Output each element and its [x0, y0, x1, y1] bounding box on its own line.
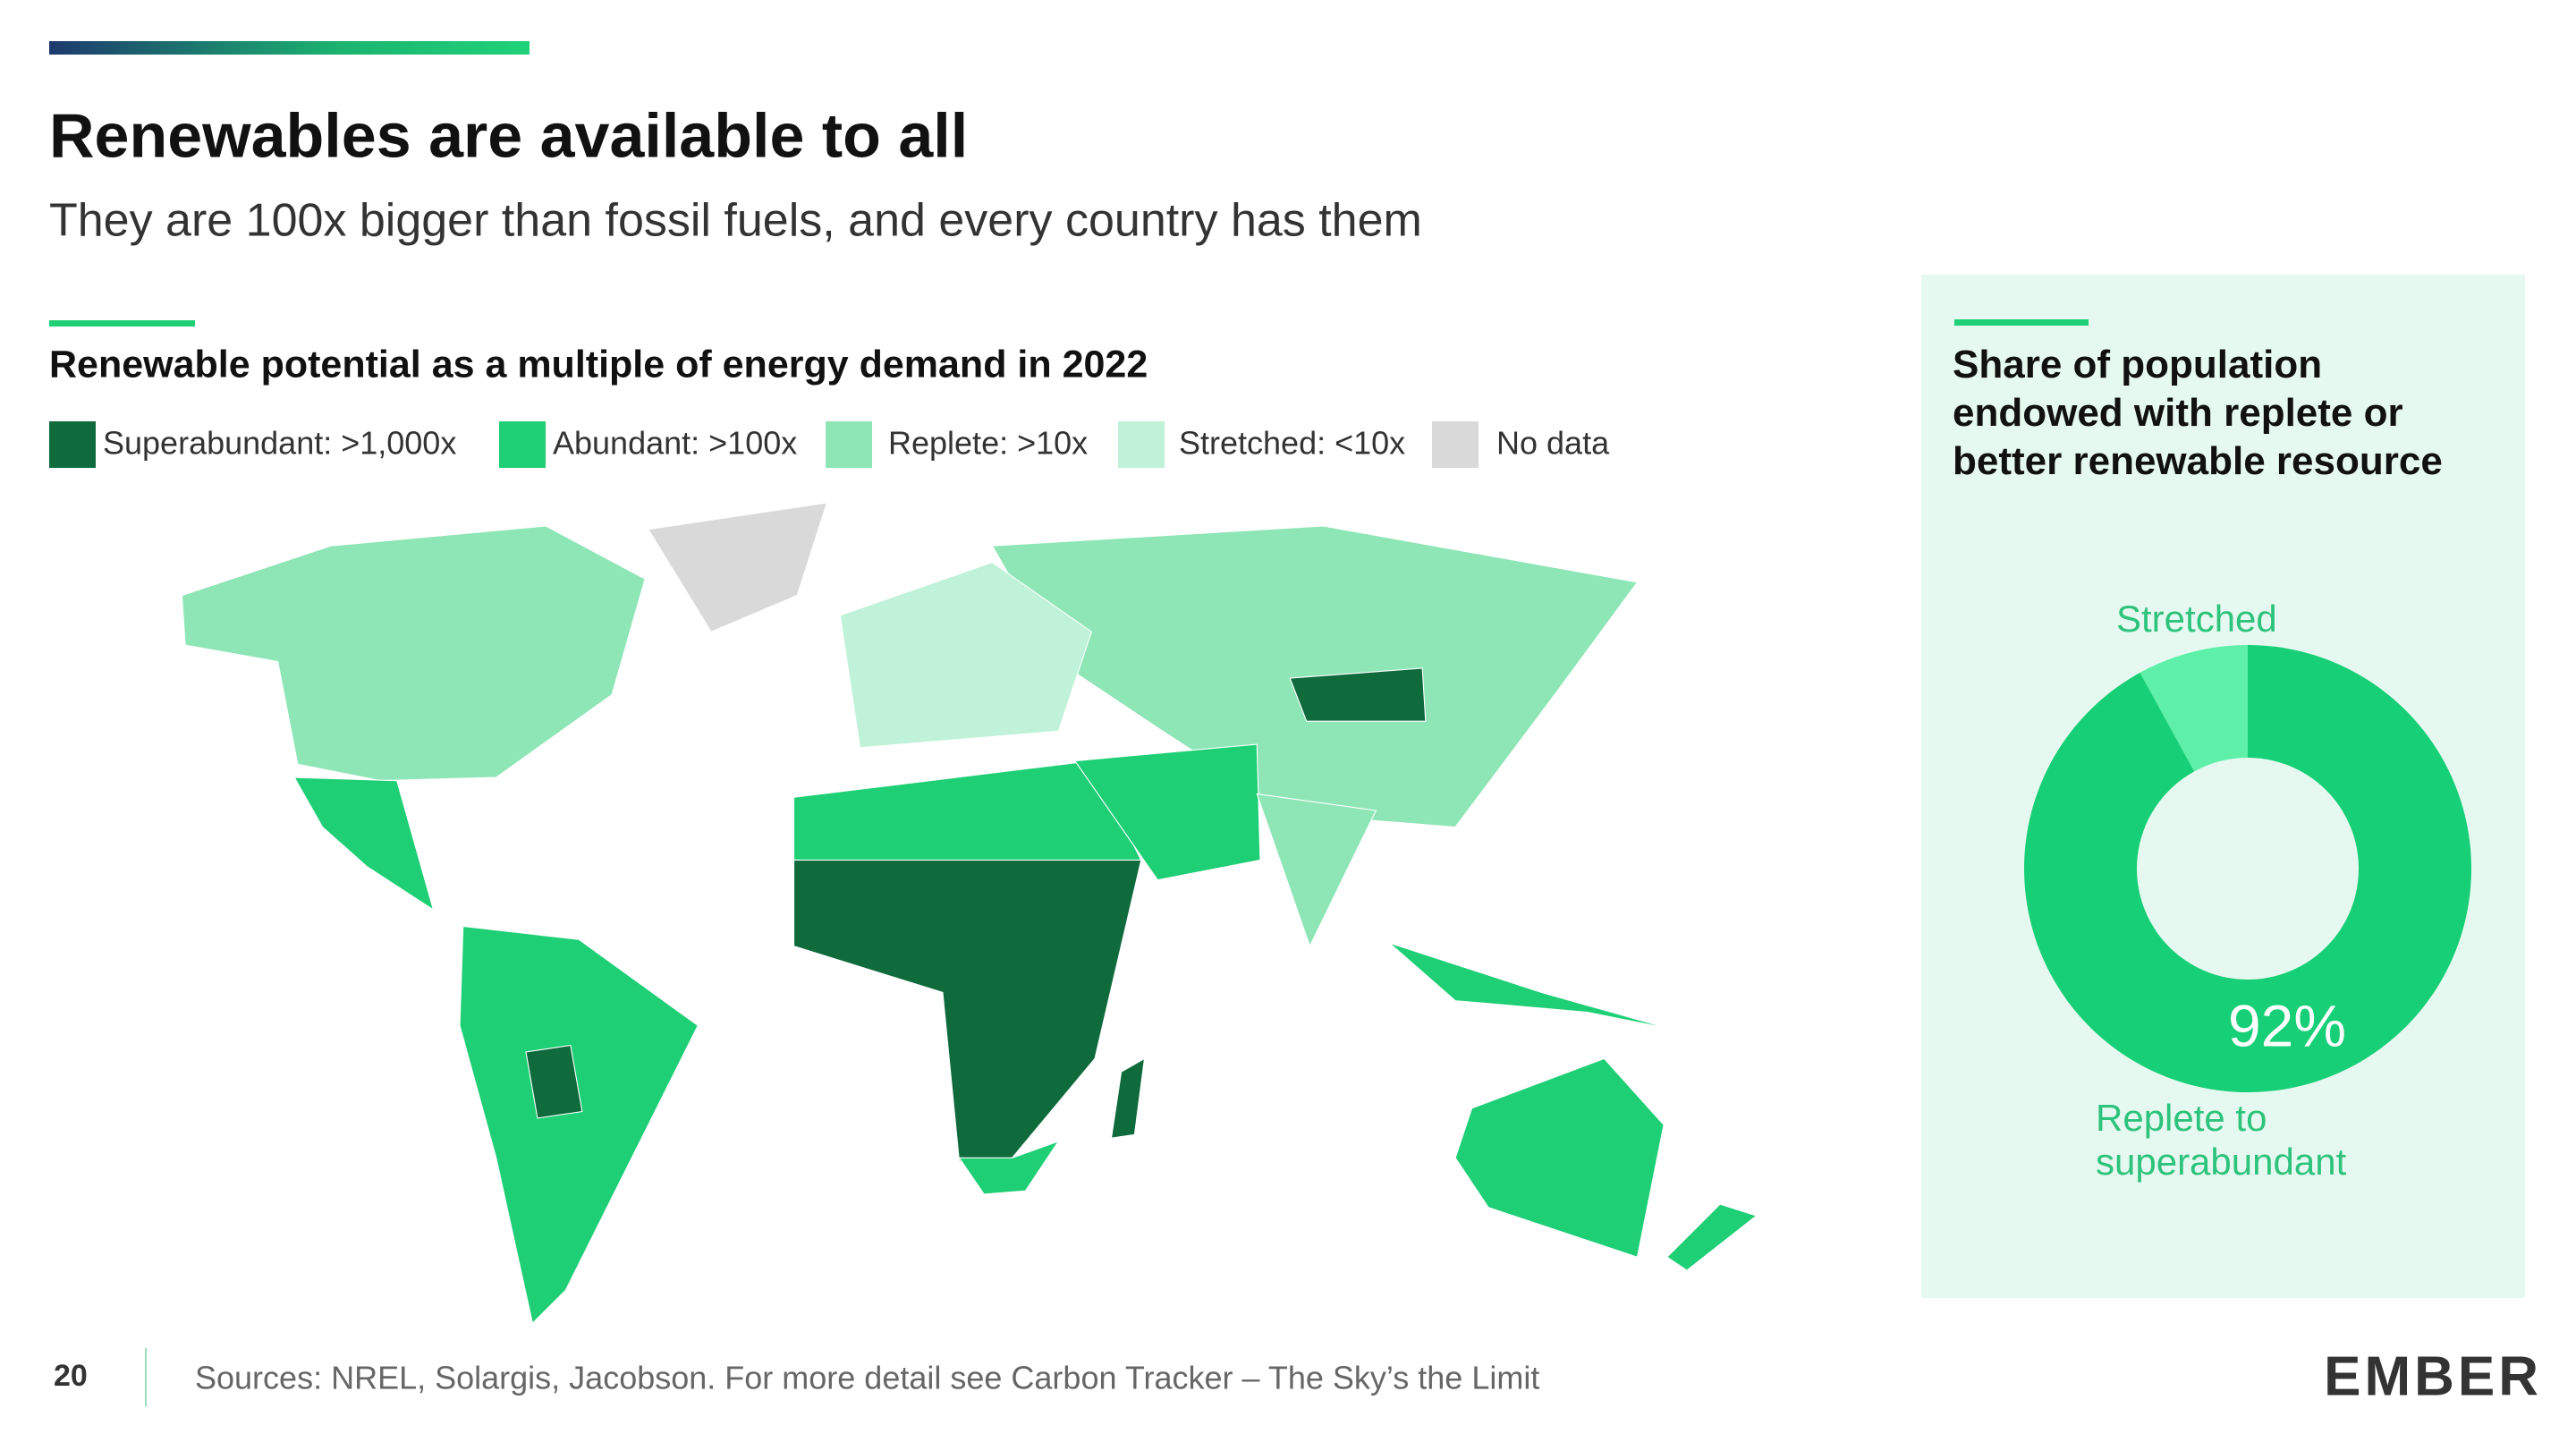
south-america	[459, 925, 699, 1325]
donut-segment	[2024, 645, 2471, 1093]
sources: Sources: NREL, Solargis, Jacobson. For m…	[195, 1360, 1539, 1396]
legend-label: Superabundant: >1,000x	[103, 425, 456, 462]
value-label: 92%	[2228, 992, 2346, 1058]
new-zealand	[1665, 1203, 1758, 1271]
logo: EMBER	[2324, 1345, 2542, 1407]
chart-title: Share of population endowed with replete …	[1953, 343, 2443, 483]
australia	[1454, 1057, 1665, 1258]
legend-label: Replete: >10x	[888, 425, 1088, 462]
europe	[839, 562, 1092, 749]
title: Renewables are available to all	[49, 100, 968, 170]
legend-label: Stretched: <10x	[1179, 425, 1405, 462]
north-america	[181, 525, 646, 782]
south-africa	[958, 1140, 1060, 1195]
legend-swatch	[499, 421, 546, 468]
middle-east	[1073, 743, 1261, 881]
legend-swatch	[1118, 421, 1165, 468]
panel-rule	[1954, 319, 2089, 326]
top-bar	[49, 41, 530, 55]
legend-swatch	[49, 421, 96, 468]
world-map	[181, 502, 1758, 1325]
southeast-asia	[1388, 942, 1671, 1030]
bolivia	[525, 1044, 583, 1119]
subtitle: They are 100x bigger than fossil fuels, …	[49, 195, 1422, 247]
india	[1256, 793, 1377, 948]
category-label: Stretched	[2116, 598, 2277, 640]
legend-label: Abundant: >100x	[553, 425, 797, 462]
legend-label: No data	[1496, 425, 1610, 462]
legend-swatch	[1432, 421, 1479, 468]
page-number: 20	[54, 1359, 88, 1393]
donut-segment	[2140, 645, 2248, 772]
category-label: Replete to superabundant	[2096, 1097, 2347, 1183]
map-title: Renewable potential as a multiple of ene…	[49, 343, 1148, 386]
madagascar	[1110, 1057, 1146, 1139]
section-rule	[49, 320, 195, 327]
central-america	[293, 776, 435, 912]
greenland	[647, 502, 828, 633]
central-africa	[792, 859, 1142, 1162]
mongolia	[1289, 667, 1427, 722]
legend-swatch	[826, 421, 872, 468]
